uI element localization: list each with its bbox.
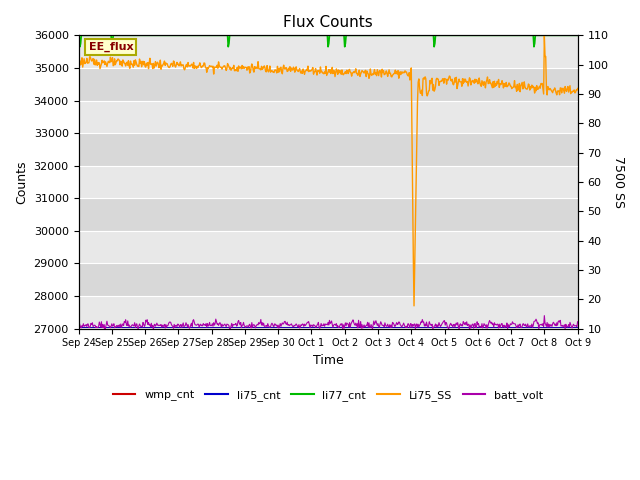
Bar <box>79 36 578 68</box>
Bar <box>79 100 578 133</box>
Legend: wmp_cnt, li75_cnt, li77_cnt, Li75_SS, batt_volt: wmp_cnt, li75_cnt, li77_cnt, Li75_SS, ba… <box>109 385 548 405</box>
Bar <box>79 231 578 264</box>
Bar <box>79 296 578 329</box>
Bar <box>79 264 578 296</box>
Bar <box>79 166 578 198</box>
X-axis label: Time: Time <box>313 354 344 367</box>
Title: Flux Counts: Flux Counts <box>283 15 373 30</box>
Bar <box>79 68 578 100</box>
Bar <box>79 198 578 231</box>
Text: EE_flux: EE_flux <box>88 42 133 52</box>
Y-axis label: Counts: Counts <box>15 160 28 204</box>
Bar <box>79 133 578 166</box>
Y-axis label: 7500 SS: 7500 SS <box>612 156 625 208</box>
